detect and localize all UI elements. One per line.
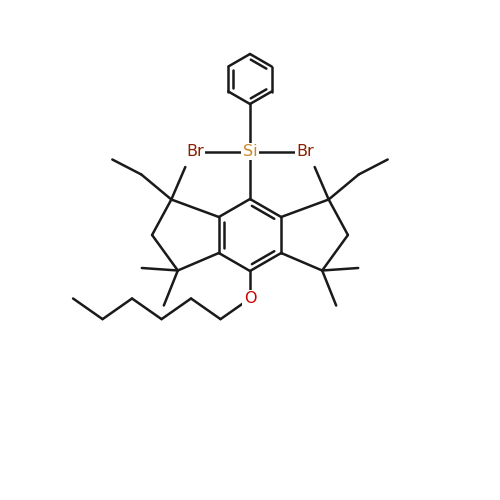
Text: O: O (244, 291, 256, 306)
Text: Br: Br (296, 144, 314, 159)
Text: Br: Br (186, 144, 204, 159)
Text: Si: Si (242, 144, 258, 159)
